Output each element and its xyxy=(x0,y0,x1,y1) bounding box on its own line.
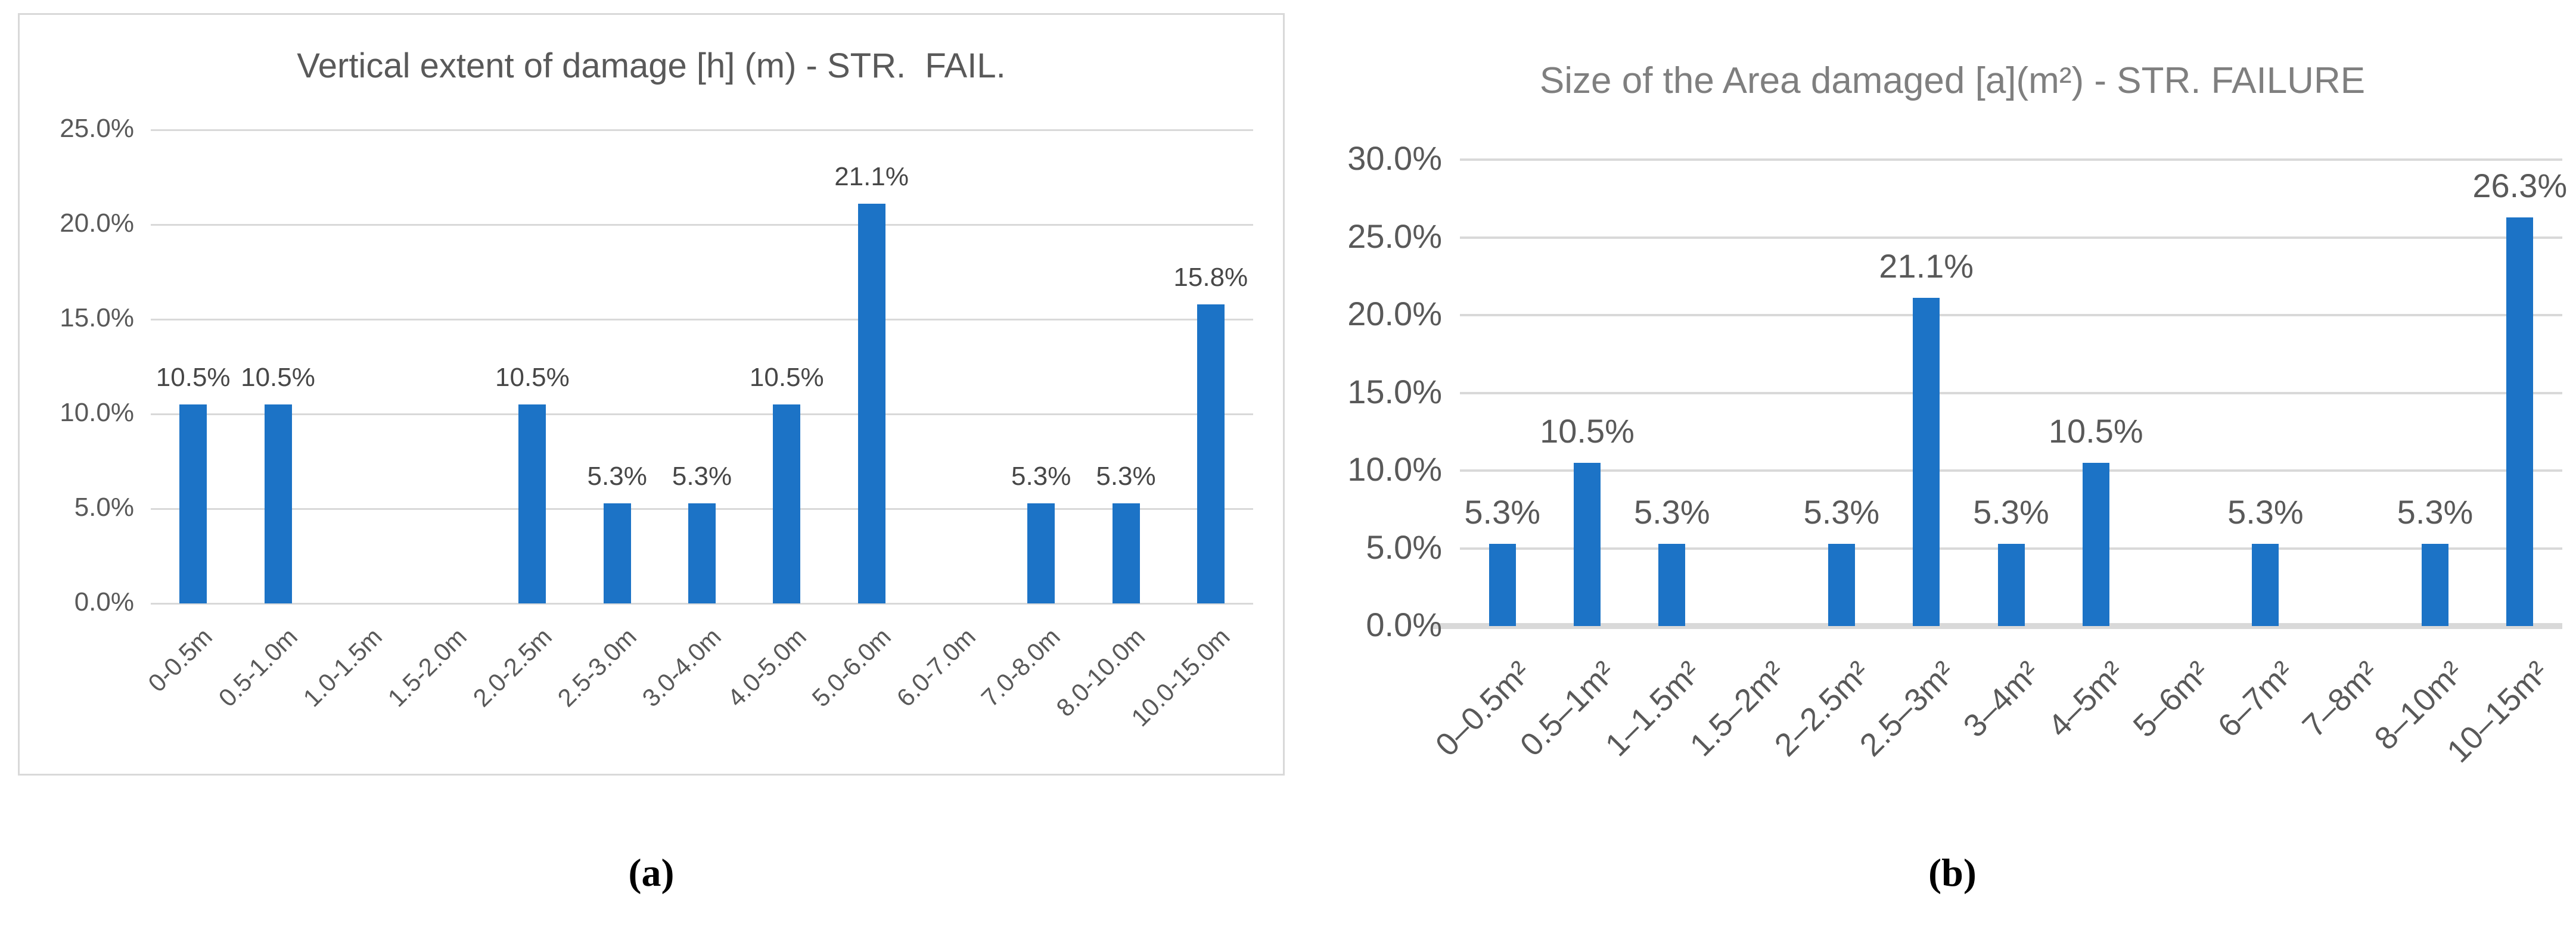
y-tick-label: 15.0% xyxy=(1347,372,1442,410)
bar-value-label: 21.1% xyxy=(1879,247,1974,285)
bar xyxy=(773,404,801,603)
y-tick-label: 20.0% xyxy=(60,208,134,238)
bar xyxy=(2082,463,2109,626)
bar xyxy=(1574,463,1601,626)
bar xyxy=(603,503,631,603)
bar-value-label: 5.3% xyxy=(1803,493,1880,531)
bar-value-label: 5.3% xyxy=(1096,461,1156,491)
x-axis-line xyxy=(151,602,1253,605)
y-tick-label: 15.0% xyxy=(60,303,134,332)
bar-value-label: 10.5% xyxy=(749,363,824,393)
x-tick-label: 0–0.5m² xyxy=(1428,654,1538,764)
bar xyxy=(1658,543,1686,626)
bar-value-label: 5.3% xyxy=(2397,493,2474,531)
bar xyxy=(518,404,546,603)
bar-value-label: 10.5% xyxy=(241,363,315,393)
x-tick-label: 5–6m² xyxy=(2126,654,2216,745)
gridline xyxy=(151,413,1253,415)
bar xyxy=(179,404,207,603)
bar-value-label: 5.3% xyxy=(1011,461,1071,491)
bar xyxy=(2506,217,2534,626)
bar xyxy=(1828,543,1855,626)
y-tick-label: 10.0% xyxy=(60,397,134,427)
gridline xyxy=(1460,158,2562,161)
bar-value-label: 10.5% xyxy=(156,363,231,393)
x-tick-label: 1–1.5m² xyxy=(1598,654,1707,764)
x-tick-label: 0-0.5m xyxy=(142,622,218,698)
chart-b-title: Size of the Area damaged [a](m²) - STR. … xyxy=(1539,60,2366,101)
x-tick-label: 6.0-7.0m xyxy=(891,622,981,712)
gridline xyxy=(1460,236,2562,239)
gridline xyxy=(151,129,1253,131)
bar-value-label: 15.8% xyxy=(1173,262,1248,292)
bar xyxy=(264,404,292,603)
y-tick-label: 5.0% xyxy=(74,492,134,522)
x-tick-label: 0.5-1.0m xyxy=(213,622,303,712)
gridline xyxy=(1460,469,2562,472)
chart-a-title: Vertical extent of damage [h] (m) - STR.… xyxy=(297,46,1006,85)
x-tick-label: 3.0-4.0m xyxy=(636,622,727,712)
bar xyxy=(857,204,885,603)
bar-value-label: 10.5% xyxy=(495,363,570,393)
x-tick-label: 0.5–1m² xyxy=(1514,654,1623,764)
y-tick-label: 10.0% xyxy=(1347,450,1442,488)
chart-a-panel: Vertical extent of damage [h] (m) - STR.… xyxy=(18,13,1285,776)
x-tick-label: 6–7m² xyxy=(2211,654,2301,745)
y-tick-label: 20.0% xyxy=(1347,295,1442,333)
x-tick-label: 4–5m² xyxy=(2041,654,2131,745)
bar xyxy=(1197,304,1225,603)
x-tick-label: 3–4m² xyxy=(1956,654,2047,745)
y-tick-label: 25.0% xyxy=(60,113,134,143)
bar-value-label: 26.3% xyxy=(2472,166,2568,204)
gridline xyxy=(1460,391,2562,394)
caption-a: (a) xyxy=(628,851,675,895)
gridline xyxy=(151,318,1253,320)
x-tick-label: 2.5–3m² xyxy=(1853,654,1962,764)
bar-value-label: 10.5% xyxy=(1540,412,1635,450)
bar xyxy=(1112,503,1140,603)
x-tick-label: 2–2.5m² xyxy=(1768,654,1877,764)
x-tick-label: 1.0-1.5m xyxy=(297,622,388,712)
bar xyxy=(2252,543,2279,626)
chart-b-panel: Size of the Area damaged [a](m²) - STR. … xyxy=(1329,0,2576,864)
bar xyxy=(1027,503,1055,603)
bar xyxy=(1997,543,2025,626)
bar-value-label: 5.3% xyxy=(2227,493,2304,531)
bar-value-label: 5.3% xyxy=(1464,493,1540,531)
bar-value-label: 5.3% xyxy=(672,461,732,491)
bar-value-label: 21.1% xyxy=(834,162,909,191)
y-tick-label: 30.0% xyxy=(1347,139,1442,178)
x-tick-label: 7.0-8.0m xyxy=(976,622,1066,712)
y-tick-label: 5.0% xyxy=(1366,528,1442,566)
x-axis-line xyxy=(1433,623,2562,629)
y-tick-label: 0.0% xyxy=(1366,606,1442,644)
x-tick-label: 5.0-6.0m xyxy=(806,622,896,712)
bar xyxy=(1489,543,1516,626)
bar-value-label: 5.3% xyxy=(1633,493,1710,531)
gridline xyxy=(1460,314,2562,316)
x-tick-label: 1.5-2.0m xyxy=(382,622,473,712)
bar xyxy=(2422,543,2448,626)
y-tick-label: 25.0% xyxy=(1347,217,1442,255)
x-tick-label: 1.5–2m² xyxy=(1683,654,1792,764)
bar-value-label: 10.5% xyxy=(2048,412,2143,450)
bar-value-label: 5.3% xyxy=(1973,493,2049,531)
caption-b: (b) xyxy=(1928,851,1977,895)
bar xyxy=(1913,298,1940,626)
x-tick-label: 2.0-2.5m xyxy=(467,622,557,712)
y-tick-label: 0.0% xyxy=(74,587,134,617)
x-tick-label: 2.5-3.0m xyxy=(552,622,642,712)
x-tick-label: 4.0-5.0m xyxy=(722,622,812,712)
gridline xyxy=(151,223,1253,226)
bar-value-label: 5.3% xyxy=(587,461,647,491)
bar xyxy=(688,503,716,603)
